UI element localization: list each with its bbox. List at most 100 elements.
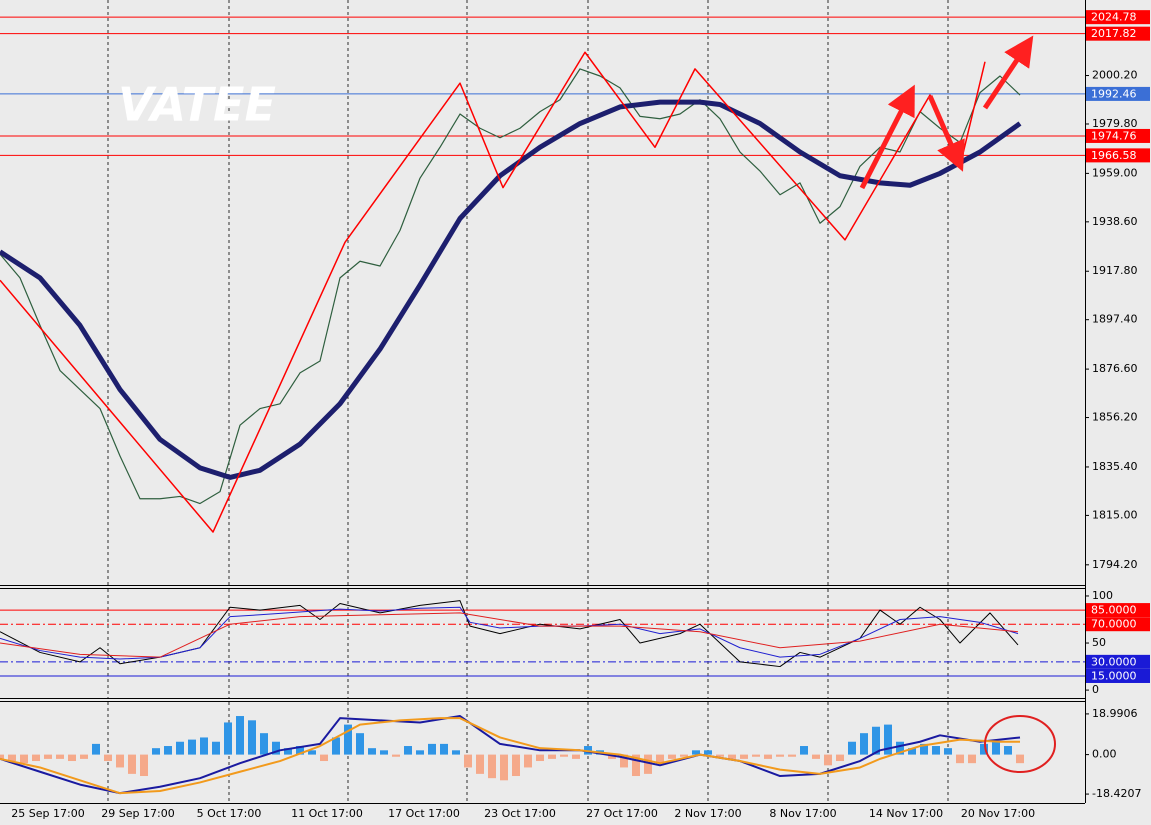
histogram-bar	[896, 741, 904, 755]
histogram-bar	[80, 754, 88, 759]
arrow	[982, 35, 1034, 110]
histogram-bar	[284, 748, 292, 755]
level-label-box	[1086, 668, 1150, 683]
histogram-bar	[632, 754, 640, 777]
histogram-bar	[104, 754, 112, 762]
level-label: 85.0000	[1091, 604, 1137, 617]
y-tick-label: 1794.20	[1092, 558, 1138, 571]
histogram-bar	[248, 720, 256, 755]
level-label: 30.0000	[1091, 655, 1137, 668]
histogram-bar	[128, 754, 136, 774]
series-line	[0, 68, 1021, 505]
histogram-bar	[944, 748, 952, 755]
histogram-bar	[308, 750, 316, 755]
histogram-bar	[1004, 746, 1012, 755]
y-tick-label: 1979.80	[1092, 117, 1138, 130]
histogram-bar	[224, 722, 232, 755]
level-label: 1966.58	[1091, 149, 1137, 162]
histogram-bar	[716, 754, 724, 757]
histogram-bar	[704, 750, 712, 755]
histogram-bar	[644, 754, 652, 774]
level-label-box	[1086, 148, 1150, 163]
histogram-bar	[740, 754, 748, 759]
histogram-bar	[956, 754, 964, 764]
y-tick-label: 1815.00	[1092, 508, 1138, 521]
histogram-bar	[488, 754, 496, 779]
x-tick-label: 17 Oct 17:00	[388, 807, 460, 820]
level-label-box	[1086, 86, 1150, 101]
y-tick-label: -18.4207	[1092, 787, 1141, 800]
x-tick-label: 25 Sep 17:00	[11, 807, 84, 820]
histogram-bar	[536, 754, 544, 762]
level-label: 70.0000	[1091, 618, 1137, 631]
x-tick-label: 20 Nov 17:00	[961, 807, 1035, 820]
histogram-bar	[560, 754, 568, 757]
frame	[0, 0, 1086, 804]
histogram-bar	[68, 754, 76, 762]
histogram-bar	[932, 746, 940, 755]
histogram-bar	[44, 754, 52, 759]
histogram-bar	[272, 741, 280, 755]
histogram-bar	[20, 754, 28, 764]
x-tick-label: 2 Nov 17:00	[674, 807, 741, 820]
x-tick-label: 5 Oct 17:00	[197, 807, 262, 820]
watermark: VATEE	[118, 78, 276, 132]
histogram-bar	[32, 754, 40, 762]
histogram-bar	[860, 733, 868, 755]
histogram-bar	[404, 746, 412, 755]
level-label-box	[1086, 603, 1150, 618]
annotation-circle	[984, 715, 1056, 773]
y-tick-label: 1835.40	[1092, 460, 1138, 473]
histogram-bar	[428, 743, 436, 755]
histogram-bar	[236, 716, 244, 755]
histogram-bar	[656, 754, 664, 766]
histogram-bar	[152, 748, 160, 755]
histogram-bar	[92, 743, 100, 755]
series-line	[0, 717, 1020, 795]
y-tick-label: 18.9906	[1092, 707, 1138, 720]
y-tick-label: 0.00	[1092, 748, 1117, 761]
series-line	[0, 612, 1019, 658]
histogram-bar	[116, 754, 124, 768]
histogram-bar	[752, 754, 760, 757]
histogram-bar	[440, 743, 448, 755]
histogram-bar	[140, 754, 148, 777]
histogram-bar	[980, 743, 988, 755]
x-tick-label: 11 Oct 17:00	[291, 807, 363, 820]
histogram-bar	[908, 748, 916, 755]
x-tick-label: 8 Nov 17:00	[769, 807, 836, 820]
histogram-bar	[764, 754, 772, 759]
x-tick-label: 14 Nov 17:00	[869, 807, 943, 820]
histogram-bar	[8, 754, 16, 762]
histogram-bar	[0, 754, 4, 759]
histogram-bar	[884, 724, 892, 755]
histogram-bar	[320, 754, 328, 762]
histogram-bar	[800, 746, 808, 755]
histogram-bar	[452, 750, 460, 755]
histogram-bar	[380, 750, 388, 755]
histogram-bar	[836, 754, 844, 762]
level-label-box	[1086, 128, 1150, 143]
y-tick-label: 0	[1092, 683, 1099, 696]
series-layer	[0, 51, 1024, 795]
histogram-bar	[968, 754, 976, 764]
arrow	[927, 95, 965, 172]
y-tick-label: 1959.00	[1092, 166, 1138, 179]
x-tick-label: 23 Oct 17:00	[484, 807, 556, 820]
histogram-bar	[200, 737, 208, 755]
histogram-bar	[824, 754, 832, 766]
annotation-arrows	[859, 35, 1034, 190]
level-label-box	[1086, 617, 1150, 632]
histogram-bar	[920, 743, 928, 755]
y-tick-label: 1876.60	[1092, 362, 1138, 375]
x-tick-label: 27 Oct 17:00	[586, 807, 658, 820]
histogram-bar	[776, 754, 784, 757]
histogram-bar	[260, 733, 268, 755]
histogram-bar	[812, 754, 820, 759]
labels-layer: 2000.20 1979.80 1959.00 1938.60 1917.80 1897.…	[11, 10, 1150, 820]
level-label: 2024.78	[1091, 11, 1137, 24]
series-line	[0, 99, 1022, 480]
